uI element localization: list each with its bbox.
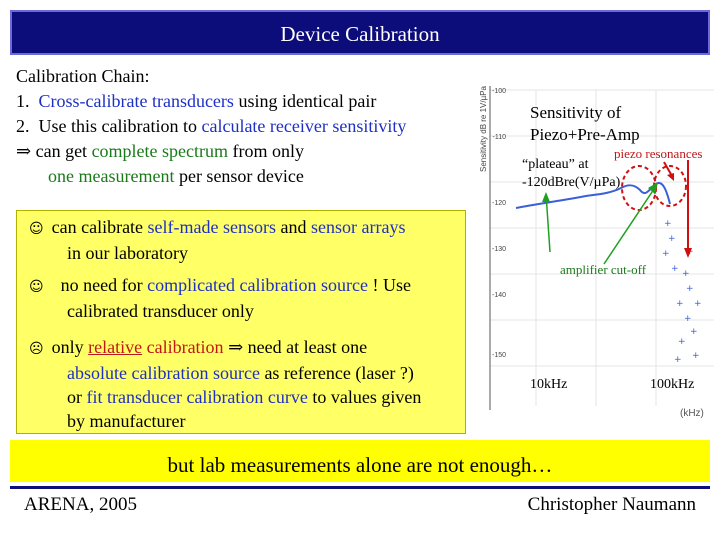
con-1-e: absolute calibration source xyxy=(67,363,260,383)
smiley-icon: ☺ xyxy=(29,279,44,295)
implies-icon: ⇒ xyxy=(16,141,32,161)
pro-1-c: and xyxy=(276,217,312,237)
freq-10khz-label: 10kHz xyxy=(530,377,567,392)
svg-text:+: + xyxy=(682,269,690,279)
chain-item-1: 1. Cross-calibrate transducers using ide… xyxy=(16,89,476,114)
pro-2-c: ! Use xyxy=(367,275,411,295)
chain-item-3-text-d: one measurement xyxy=(48,166,175,186)
y-tick-label: -150 xyxy=(492,352,506,359)
y-tick-label: -140 xyxy=(492,292,506,299)
con-1-c: calibration xyxy=(142,337,229,357)
chain-item-1-text-b: using identical pair xyxy=(233,91,377,111)
red-arrowhead-1 xyxy=(667,173,674,181)
conclusion-text: but lab measurements alone are not enoug… xyxy=(167,453,553,477)
x-axis-unit: (kHz) xyxy=(680,408,704,418)
green-arrowhead-plateau xyxy=(542,192,550,202)
footer-conference: ARENA, 2005 xyxy=(24,494,137,515)
con-1-h: fit transducer calibration curve xyxy=(86,387,308,407)
annotation-amplifier-cutoff: amplifier cut-off xyxy=(560,262,647,277)
chain-item-3-text-e: per sensor device xyxy=(174,166,304,186)
svg-text:+: + xyxy=(692,351,700,361)
y-tick-label: -100 xyxy=(492,88,506,95)
freq-100khz-label: 100kHz xyxy=(650,377,694,392)
svg-text:+: + xyxy=(684,314,692,324)
con-1-i: to values given xyxy=(307,387,422,407)
red-arrowhead-2 xyxy=(684,248,692,258)
pro-1-e: in our laboratory xyxy=(67,243,188,263)
y-tick-label: -110 xyxy=(493,134,507,141)
chain-item-1-text-a: Cross-calibrate transducers xyxy=(38,91,234,111)
con-1-j: by manufacturer xyxy=(67,411,186,431)
con-item-1-line3: or fit transducer calibration curve to v… xyxy=(29,385,461,409)
chain-item-2-text-b: calculate receiver sensitivity xyxy=(201,116,407,136)
chain-item-2-text-a: Use this calibration to xyxy=(38,116,202,136)
green-arrow-plateau xyxy=(545,193,551,253)
con-1-a: only xyxy=(51,337,89,357)
sensitivity-chart: Sensitivity dB re 1V/µPa -100 -110 -120 … xyxy=(476,76,714,418)
con-1-d: need at least one xyxy=(243,337,368,357)
page-title: Device Calibration xyxy=(280,22,440,46)
chain-heading: Calibration Chain: xyxy=(16,66,150,86)
y-tick-label: -120 xyxy=(492,200,506,207)
smiley-icon: ☺ xyxy=(29,221,44,237)
chain-item-3-text-b: complete spectrum xyxy=(91,141,229,161)
svg-text:+: + xyxy=(674,355,682,365)
pro-2-b: complicated calibration source xyxy=(147,275,368,295)
y-axis-label: Sensitivity dB re 1V/µPa xyxy=(479,85,488,172)
pro-2-d: calibrated transducer only xyxy=(67,301,254,321)
frowny-icon: ☹ xyxy=(29,341,44,357)
chain-item-3-text-c: from only xyxy=(228,141,305,161)
chart-background xyxy=(476,76,714,418)
svg-text:+: + xyxy=(676,299,684,309)
con-1-b: relative xyxy=(88,337,143,357)
chain-item-2-num: 2. xyxy=(16,116,30,136)
conclusion-banner: but lab measurements alone are not enoug… xyxy=(10,440,710,482)
svg-text:+: + xyxy=(664,219,672,229)
title-bar: Device Calibration xyxy=(10,10,710,55)
svg-text:+: + xyxy=(690,327,698,337)
pro-2-a: no need for xyxy=(60,275,148,295)
red-arrow-1 xyxy=(663,161,673,177)
annotation-piezo-resonances: piezo resonances xyxy=(614,146,702,161)
chain-item-2: 2. Use this calibration to calculate rec… xyxy=(16,114,476,139)
chart-grid xyxy=(490,89,714,406)
footer-divider xyxy=(10,486,710,489)
svg-text:+: + xyxy=(662,249,670,259)
con-1-f: as reference (laser ?) xyxy=(259,363,414,383)
calibration-chain: Calibration Chain: 1. Cross-calibrate tr… xyxy=(16,64,476,189)
con-1-g: or xyxy=(67,387,87,407)
chain-item-1-num: 1. xyxy=(16,91,30,111)
pro-1-a: can calibrate xyxy=(51,217,148,237)
chain-item-3-text-a: can get xyxy=(31,141,92,161)
green-arrowhead-cutoff xyxy=(648,182,658,194)
pro-item-2: ☺ no need for complicated calibration so… xyxy=(29,273,461,299)
svg-text:+: + xyxy=(694,299,702,309)
pro-item-1: ☺ can calibrate self-made sensors and sen… xyxy=(29,215,461,241)
con-item-1-line2: absolute calibration source as reference… xyxy=(29,361,461,385)
implies-icon: ⇒ xyxy=(228,337,244,357)
annotation-plateau-line2: -120dBre(V/µPa) xyxy=(522,175,621,190)
svg-text:+: + xyxy=(668,234,676,244)
pro-1-b: self-made sensors xyxy=(147,217,277,237)
chart-title-line2: Piezo+Pre-Amp xyxy=(530,125,640,144)
scatter-points: +++ +++ +++ +++ ++ xyxy=(662,219,702,365)
chain-item-3: ⇒ can get complete spectrum from only xyxy=(16,139,476,164)
svg-text:+: + xyxy=(671,264,679,274)
svg-text:+: + xyxy=(686,284,694,294)
chain-item-3-cont: one measurement per sensor device xyxy=(16,164,476,189)
con-item-1-line4: by manufacturer xyxy=(29,409,461,433)
pros-cons-box: ☺ can calibrate self-made sensors and sen… xyxy=(16,210,466,434)
pro-item-2-cont: calibrated transducer only xyxy=(29,299,461,323)
pro-item-1-cont: in our laboratory xyxy=(29,241,461,265)
footer-author: Christopher Naumann xyxy=(527,494,696,515)
annotation-plateau-line1: “plateau” at xyxy=(522,157,589,172)
con-item-1: ☹ only relative calibration ⇒ need at lea… xyxy=(29,335,461,361)
y-tick-label: -130 xyxy=(492,246,506,253)
pro-1-d: sensor arrays xyxy=(311,217,406,237)
green-arrow-cutoff xyxy=(603,185,657,265)
svg-text:+: + xyxy=(678,337,686,347)
chart-title-line1: Sensitivity of xyxy=(530,103,621,122)
